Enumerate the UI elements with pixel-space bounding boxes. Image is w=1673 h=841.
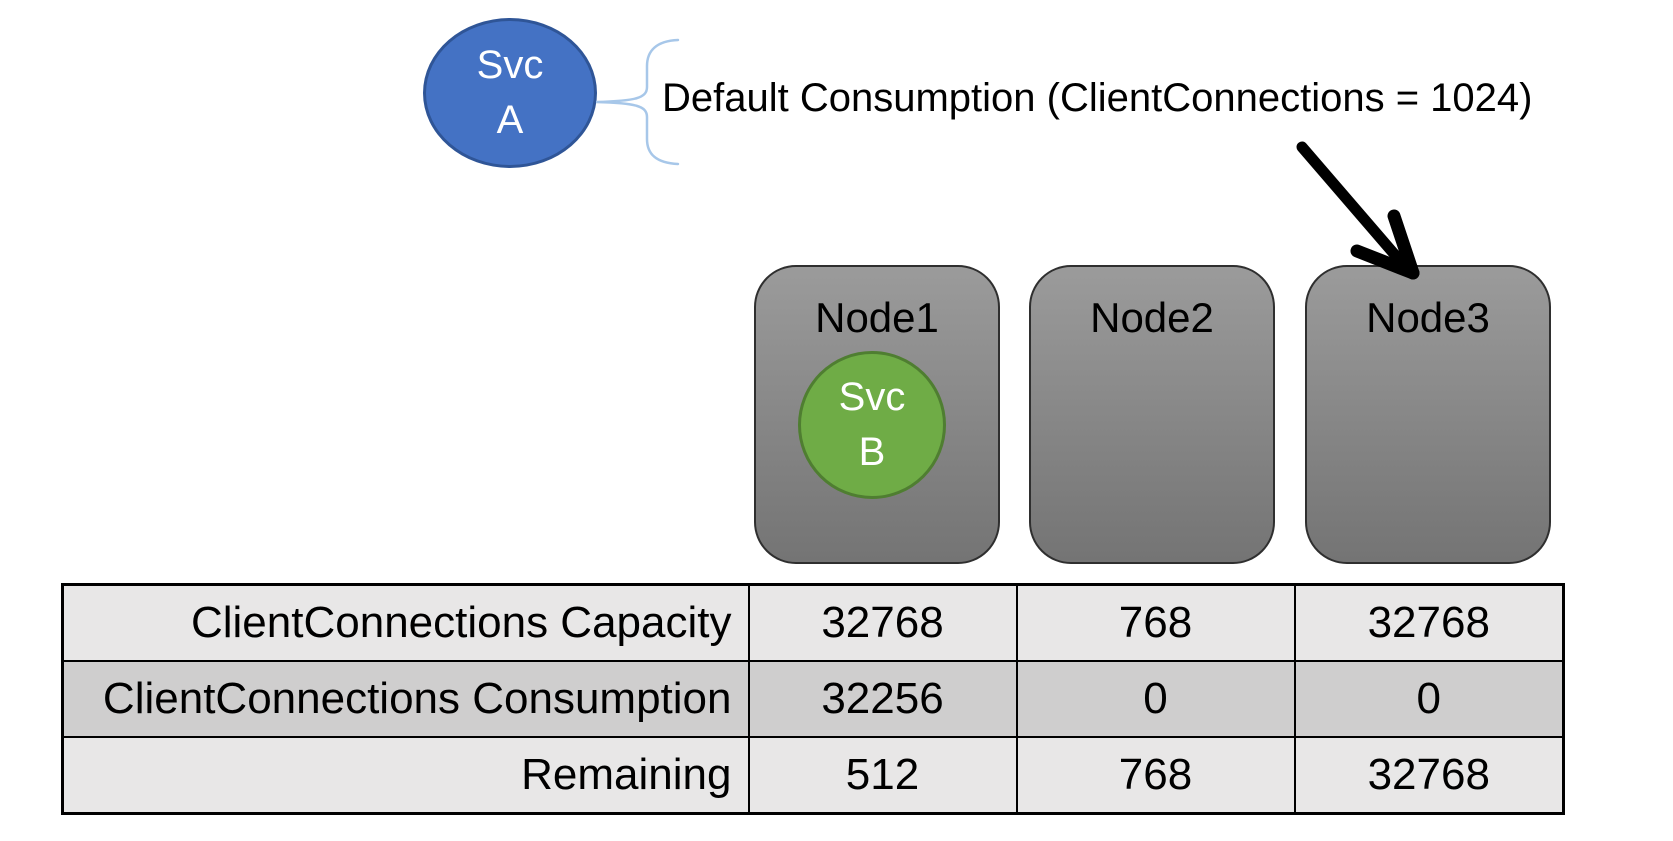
capacity-table: ClientConnections Capacity 32768 768 327… xyxy=(61,583,1565,815)
value-cell: 0 xyxy=(1015,660,1296,738)
service-b-label-line1: Svc xyxy=(838,375,906,419)
value-cell: 512 xyxy=(747,736,1018,815)
value-cell: 32768 xyxy=(1293,583,1565,662)
value-cell: 32768 xyxy=(747,583,1018,662)
service-a-label-line2: A xyxy=(496,98,524,142)
value-cell: 32256 xyxy=(747,660,1018,738)
service-a-circle: Svc A xyxy=(423,18,597,168)
row-label-cell: Remaining xyxy=(61,736,750,815)
node-box-1: Node1 xyxy=(754,265,1000,564)
annotation-arrow-icon xyxy=(1296,141,1420,280)
value-cell: 768 xyxy=(1015,736,1296,815)
value-cell: 0 xyxy=(1293,660,1565,738)
row-label-cell: ClientConnections Consumption xyxy=(61,660,750,738)
callout-text: Default Consumption (ClientConnections =… xyxy=(662,76,1533,120)
service-a-label-line1: Svc xyxy=(476,43,544,87)
table-row-capacity: ClientConnections Capacity 32768 768 327… xyxy=(61,583,1565,662)
node-box-2: Node2 xyxy=(1029,265,1275,564)
service-b-label-line2: B xyxy=(858,430,886,474)
table-row-remaining: Remaining 512 768 32768 xyxy=(61,736,1565,815)
node-label-2: Node2 xyxy=(1090,294,1214,341)
row-label-cell: ClientConnections Capacity xyxy=(61,583,750,662)
node-label-1: Node1 xyxy=(815,294,939,341)
value-cell: 768 xyxy=(1015,583,1296,662)
service-b-circle: Svc B xyxy=(798,351,946,499)
value-cell: 32768 xyxy=(1293,736,1565,815)
node-box-3: Node3 xyxy=(1305,265,1551,564)
table-row-consumption: ClientConnections Consumption 32256 0 0 xyxy=(61,660,1565,738)
node-label-3: Node3 xyxy=(1366,294,1490,341)
